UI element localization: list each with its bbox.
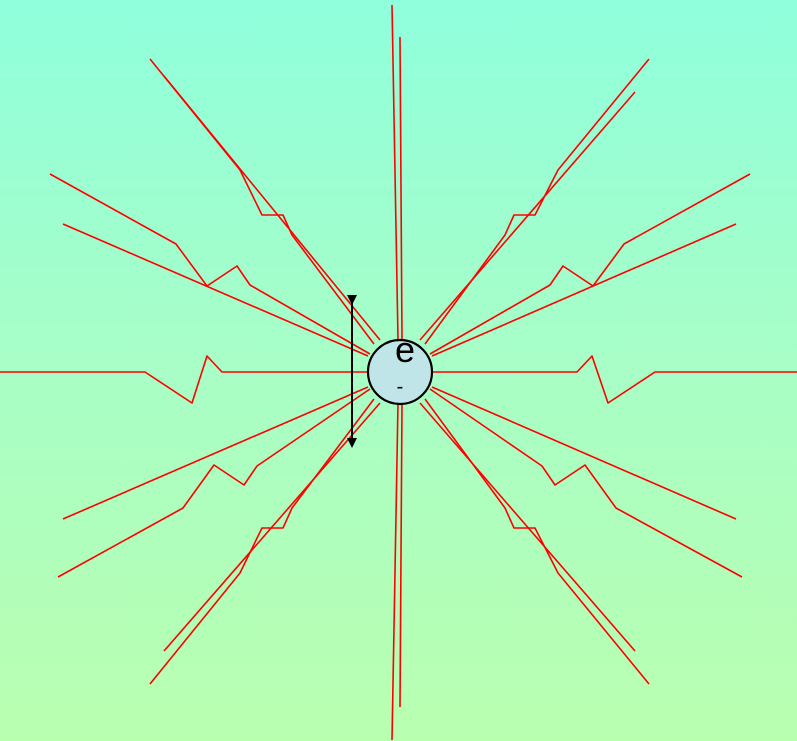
field-line-lower-right-steep-1 — [424, 398, 650, 685]
field-line-lower-right-shallow-1 — [429, 388, 743, 578]
field-line-right-horizontal — [432, 355, 797, 404]
field-line-left-horizontal — [0, 355, 368, 404]
field-line-upper-left-shallow-1 — [49, 173, 371, 355]
electron-charge: - — [397, 376, 404, 398]
field-line-down-inner — [399, 402, 403, 708]
electron: e - — [366, 329, 434, 406]
field-line-lower-right-steep-2 — [419, 402, 636, 652]
field-line-upper-left-steep-2 — [163, 75, 381, 341]
field-line-lower-left-steep-2 — [163, 402, 381, 652]
field-line-up-inner — [399, 36, 403, 341]
field-line-upper-right-steep-1 — [424, 58, 650, 345]
field-line-upper-right-shallow-2 — [431, 223, 737, 357]
field-line-upper-left-steep-1 — [149, 58, 375, 345]
field-line-lower-right-shallow-2 — [431, 386, 737, 520]
field-line-upper-right-steep-2 — [419, 91, 636, 341]
electron-circle — [366, 338, 434, 406]
field-line-lower-left-steep-1 — [149, 398, 375, 685]
electron-symbol: e — [395, 329, 415, 370]
field-line-down-outer — [391, 402, 399, 741]
field-line-up-outer — [391, 4, 399, 341]
field-line-upper-left-shallow-2 — [62, 223, 369, 357]
field-line-lower-left-shallow-2 — [62, 386, 369, 520]
field-line-lower-left-shallow-1 — [57, 388, 371, 578]
field-line-upper-right-shallow-1 — [429, 173, 751, 355]
